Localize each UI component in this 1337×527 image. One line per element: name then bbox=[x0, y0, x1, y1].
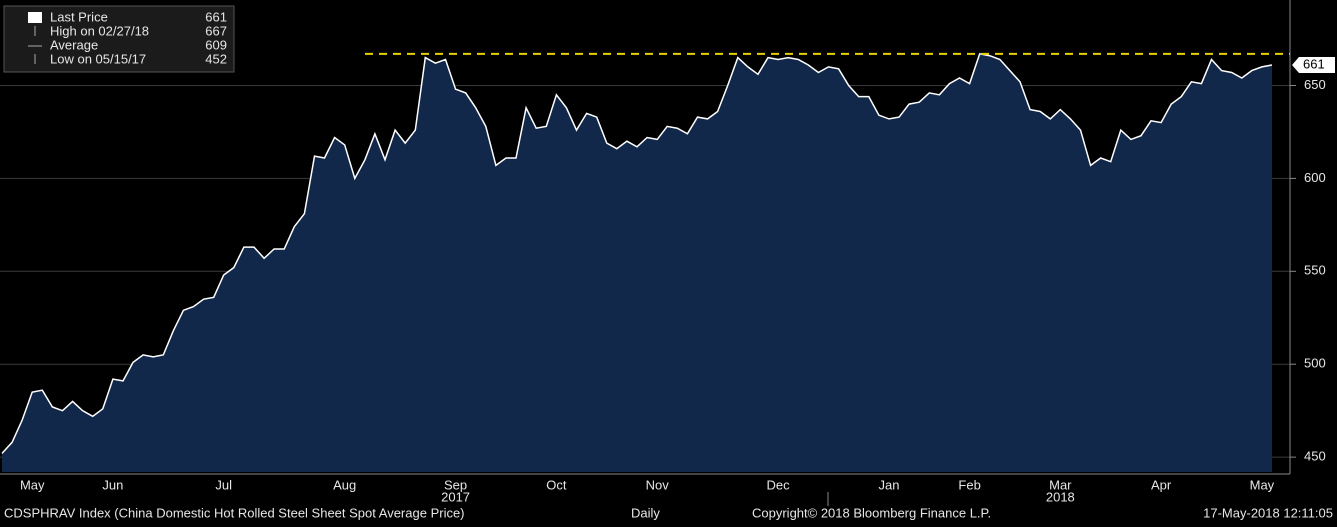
last-price-label: 661 bbox=[1303, 56, 1325, 71]
x-tick-label: Dec bbox=[767, 477, 791, 492]
x-tick-label: Apr bbox=[1151, 477, 1172, 492]
year-label: 2018 bbox=[1046, 489, 1075, 504]
y-tick-label: 650 bbox=[1304, 77, 1326, 92]
x-tick-label: Jul bbox=[215, 477, 232, 492]
y-tick-label: 450 bbox=[1304, 449, 1326, 464]
legend-swatch bbox=[28, 12, 42, 23]
line bbox=[1, 53, 1273, 454]
footer-source: CDSPHRAV Index (China Domestic Hot Rolle… bbox=[4, 505, 465, 520]
legend-label: Average bbox=[50, 37, 98, 52]
x-tick-label: Sep bbox=[444, 477, 467, 492]
x-tick-label: Mar bbox=[1049, 477, 1072, 492]
y-tick-label: 550 bbox=[1304, 263, 1326, 278]
footer-timestamp: 17-May-2018 12:11:05 bbox=[1203, 505, 1333, 520]
x-tick-label: Feb bbox=[958, 477, 980, 492]
x-tick-label: Oct bbox=[546, 477, 567, 492]
last-price-tag bbox=[1292, 57, 1335, 74]
y-tick-label: 600 bbox=[1304, 170, 1326, 185]
legend-box bbox=[3, 5, 235, 73]
x-tick-label: Jun bbox=[102, 477, 123, 492]
legend-value: 609 bbox=[205, 37, 227, 52]
x-tick-label: Aug bbox=[333, 477, 356, 492]
x-tick-label: May bbox=[1250, 477, 1275, 492]
x-tick-label: May bbox=[20, 477, 45, 492]
area bbox=[2, 53, 1272, 473]
plot bbox=[0, 53, 1290, 473]
legend-label: Low on 05/15/17 bbox=[50, 51, 146, 66]
y-tick-label: 500 bbox=[1304, 356, 1326, 371]
legend-value: 661 bbox=[205, 9, 227, 24]
year-label: 2017 bbox=[441, 489, 470, 504]
legend-value: 452 bbox=[205, 51, 227, 66]
footer-copyright: Copyright© 2018 Bloomberg Finance L.P. bbox=[752, 505, 991, 520]
x-tick-label: Nov bbox=[646, 477, 670, 492]
footer-frequency: Daily bbox=[631, 505, 660, 520]
x-tick-label: Jan bbox=[878, 477, 899, 492]
legend-value: 667 bbox=[205, 23, 227, 38]
legend-label: High on 02/27/18 bbox=[50, 23, 149, 38]
legend-label: Last Price bbox=[50, 9, 108, 24]
legend: Last Price 661 High on 02/27/18 667 Aver… bbox=[3, 5, 235, 73]
